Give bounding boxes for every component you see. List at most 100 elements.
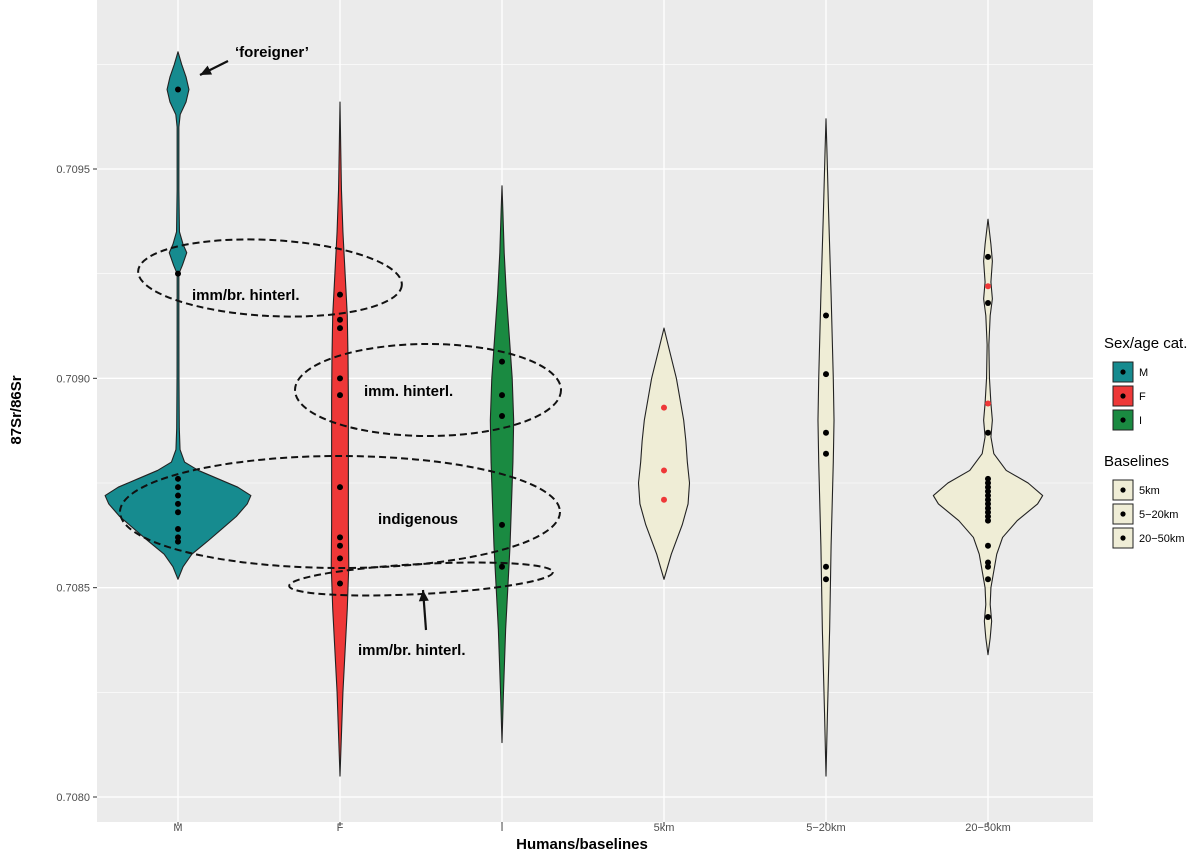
point-F-1 <box>337 316 343 323</box>
point-I-4 <box>499 563 505 570</box>
point-5-20km-4 <box>823 563 829 570</box>
x-tick-label-1: F <box>337 822 344 834</box>
point-M-4 <box>175 492 181 499</box>
point-20-50km-7 <box>985 484 991 491</box>
lower-hinterl-arrow-head <box>418 590 429 602</box>
point-M-1 <box>175 270 181 277</box>
point-20-50km-10 <box>985 496 991 503</box>
x-tick-label-3: 5km <box>654 822 675 834</box>
x-tick-label-4: 5−20km <box>806 822 845 834</box>
point-M-0 <box>175 86 181 93</box>
plot-panel <box>97 0 1093 822</box>
foreigner-arrow-head <box>200 65 213 75</box>
x-tick-label-2: I <box>500 822 503 834</box>
legend-key-point-0-1 <box>1120 393 1126 399</box>
point-I-3 <box>499 521 505 528</box>
legend-label-0-0: M <box>1139 367 1148 379</box>
point-F-2 <box>337 325 343 332</box>
point-20-50km-8 <box>985 488 991 495</box>
point-M-5 <box>175 500 181 507</box>
violin-20-50km <box>932 218 1044 656</box>
point-20-50km-2 <box>985 299 991 306</box>
point-M-9 <box>175 538 181 545</box>
point-20-50km-17 <box>985 559 991 566</box>
legend-label-0-2: I <box>1139 415 1142 427</box>
legend-label-1-2: 20−50km <box>1139 533 1185 545</box>
annotation-3: indigenous <box>378 511 458 528</box>
y-tick-label-3: 0.7095 <box>56 164 90 176</box>
violin-5km <box>637 327 691 580</box>
y-tick-label-2: 0.7090 <box>56 373 90 385</box>
point-5-20km-5 <box>823 576 829 583</box>
x-axis-title: Humans/baselines <box>516 836 648 850</box>
violins <box>104 51 1044 777</box>
point-F-0 <box>337 291 343 298</box>
legend-key-point-1-1 <box>1120 511 1126 517</box>
x-tick-label-0: M <box>173 822 182 834</box>
legend-label-1-0: 5km <box>1139 485 1160 497</box>
y-tick-label-1: 0.7085 <box>56 583 90 595</box>
legend-title-0: Sex/age cat. <box>1104 335 1187 352</box>
violin-F <box>330 101 350 777</box>
point-20-50km-4 <box>985 429 991 436</box>
point-20-50km-9 <box>985 492 991 499</box>
annotation-shapes <box>119 60 562 631</box>
point-20-50km-20 <box>985 613 991 620</box>
y-axis-title: 87Sr/86Sr <box>8 375 25 444</box>
point-20-50km-12 <box>985 505 991 512</box>
violin-5-20km <box>817 118 835 777</box>
point-F-6 <box>337 534 343 541</box>
point-5-20km-3 <box>823 450 829 457</box>
ellipse-imm-hinterl <box>294 343 562 437</box>
point-F-8 <box>337 555 343 562</box>
annotation-4: imm/br. hinterl. <box>358 642 466 659</box>
legend-label-0-1: F <box>1139 391 1146 403</box>
point-20-50km-11 <box>985 500 991 507</box>
ellipse-imm-br-hinterl-upper <box>137 238 403 318</box>
point-F-4 <box>337 392 343 399</box>
legend-title-1: Baselines <box>1104 453 1169 470</box>
point-20-50km-1 <box>985 283 991 290</box>
point-5km-1 <box>661 467 667 474</box>
legend: Sex/age cat. MFI Baselines 5km 5−20km 20−50km <box>1104 335 1187 549</box>
legend-key-point-0-2 <box>1120 417 1126 423</box>
point-20-50km-15 <box>985 517 991 524</box>
point-M-8 <box>175 534 181 541</box>
legend-key-point-1-0 <box>1120 487 1126 493</box>
point-20-50km-19 <box>985 576 991 583</box>
point-20-50km-0 <box>985 253 991 260</box>
point-M-6 <box>175 509 181 516</box>
annotations: ‘foreigner’ imm/br. hinterl. imm. hinterl.… <box>192 44 466 659</box>
point-F-7 <box>337 542 343 549</box>
point-20-50km-14 <box>985 513 991 520</box>
annotation-0: ‘foreigner’ <box>235 44 309 61</box>
point-5-20km-2 <box>823 429 829 436</box>
y-axis-ticks: 0.7080 0.7085 0.7090 0.7095 <box>56 164 97 804</box>
point-M-3 <box>175 484 181 491</box>
point-20-50km-5 <box>985 475 991 482</box>
point-I-0 <box>499 358 505 365</box>
point-M-7 <box>175 526 181 533</box>
point-F-9 <box>337 580 343 587</box>
point-5km-2 <box>661 496 667 503</box>
point-20-50km-16 <box>985 542 991 549</box>
legend-key-point-0-0 <box>1120 369 1126 375</box>
point-20-50km-13 <box>985 509 991 516</box>
point-5km-0 <box>661 404 667 411</box>
y-tick-label-0: 0.7080 <box>56 792 90 804</box>
violin-M <box>104 51 252 580</box>
point-F-3 <box>337 375 343 382</box>
point-20-50km-3 <box>985 400 991 407</box>
point-F-5 <box>337 484 343 491</box>
x-tick-label-5: 20−50km <box>965 822 1011 834</box>
point-5-20km-0 <box>823 312 829 319</box>
ellipse-indigenous <box>119 455 561 569</box>
point-20-50km-18 <box>985 563 991 570</box>
legend-key-point-1-2 <box>1120 535 1126 541</box>
annotation-2: imm. hinterl. <box>364 383 453 400</box>
legend-label-1-1: 5−20km <box>1139 509 1178 521</box>
point-I-2 <box>499 413 505 420</box>
x-axis-ticks: M F I 5km 5−20km 20−50km <box>173 822 1011 834</box>
annotation-1: imm/br. hinterl. <box>192 287 300 304</box>
